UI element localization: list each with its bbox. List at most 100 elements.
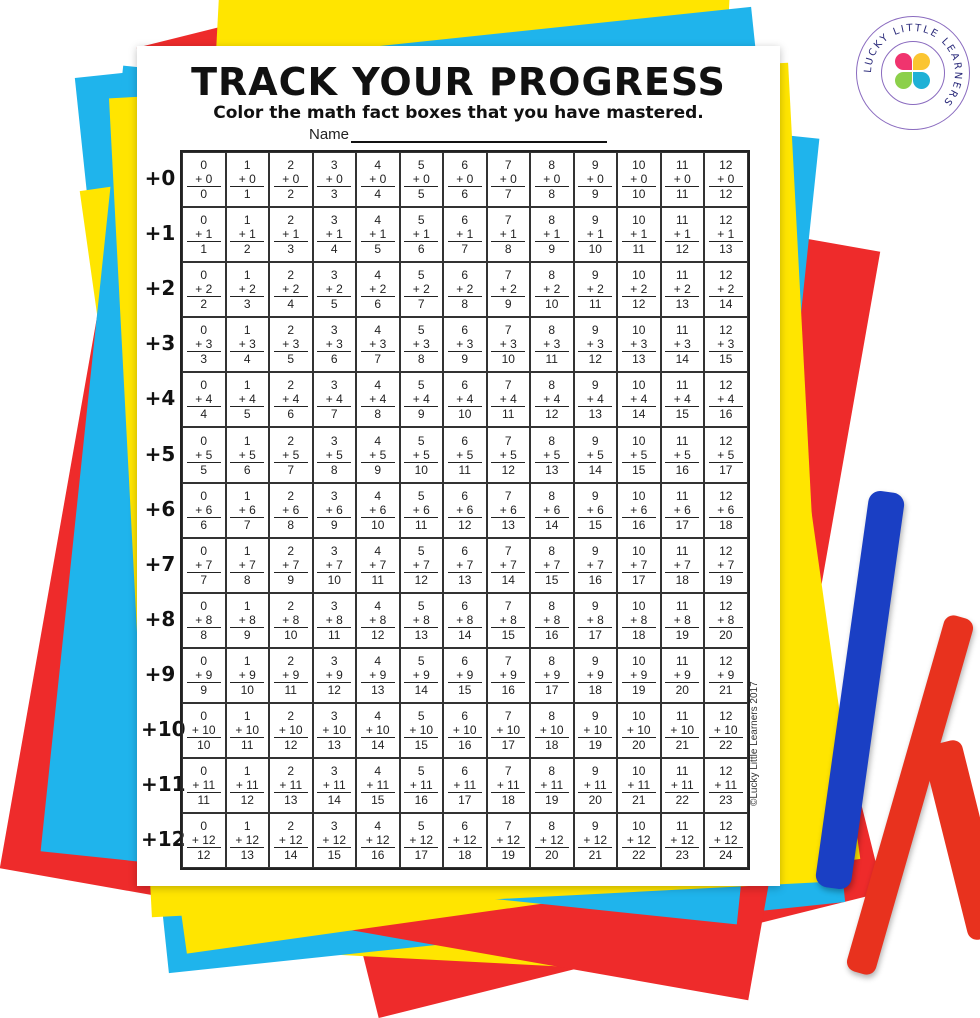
math-fact-box[interactable]: 10 + 8 18 bbox=[617, 592, 661, 648]
math-fact-box[interactable]: 10 + 4 14 bbox=[617, 372, 661, 428]
math-fact-box[interactable]: 9 + 1 10 bbox=[573, 207, 617, 263]
math-fact-box[interactable]: 11 + 4 15 bbox=[660, 372, 704, 428]
math-fact-box[interactable]: 9 + 9 18 bbox=[573, 647, 617, 703]
math-fact-box[interactable]: 6 + 10 16 bbox=[443, 702, 487, 759]
math-fact-box[interactable]: 1 + 11 12 bbox=[225, 758, 269, 814]
math-fact-box[interactable]: 12 + 3 15 bbox=[704, 317, 748, 373]
math-fact-box[interactable]: 12 + 5 17 bbox=[704, 427, 748, 483]
math-fact-box[interactable]: 10 + 10 20 bbox=[617, 702, 661, 759]
math-fact-box[interactable]: 10 + 6 16 bbox=[617, 482, 661, 538]
math-fact-box[interactable]: 6 + 6 12 bbox=[443, 482, 487, 538]
math-fact-box[interactable]: 6 + 7 13 bbox=[443, 537, 487, 593]
math-fact-box[interactable]: 3 + 10 13 bbox=[312, 702, 356, 759]
math-fact-box[interactable]: 9 + 7 16 bbox=[573, 537, 617, 593]
math-fact-box[interactable]: 5 + 7 12 bbox=[399, 537, 443, 593]
math-fact-box[interactable]: 10 + 7 17 bbox=[617, 537, 661, 593]
math-fact-box[interactable]: 5 + 5 10 bbox=[399, 427, 443, 483]
math-fact-box[interactable]: 2 + 11 13 bbox=[269, 758, 313, 814]
math-fact-box[interactable]: 3 + 11 14 bbox=[312, 758, 356, 814]
math-fact-box[interactable]: 12 + 9 21 bbox=[704, 647, 748, 703]
math-fact-box[interactable]: 8 + 2 10 bbox=[530, 262, 574, 318]
math-fact-box[interactable]: 7 + 7 14 bbox=[486, 537, 530, 593]
math-fact-box[interactable]: 11 + 2 13 bbox=[660, 262, 704, 318]
math-fact-box[interactable]: 8 + 12 20 bbox=[530, 813, 574, 869]
math-fact-box[interactable]: 11 + 7 18 bbox=[660, 537, 704, 593]
math-fact-box[interactable]: 10 + 1 11 bbox=[617, 207, 661, 263]
math-fact-box[interactable]: 0 + 10 10 bbox=[182, 702, 226, 759]
math-fact-box[interactable]: 9 + 6 15 bbox=[573, 482, 617, 538]
math-fact-box[interactable]: 11 + 0 11 bbox=[660, 152, 704, 208]
math-fact-box[interactable]: 4 + 9 13 bbox=[356, 647, 400, 703]
math-fact-box[interactable]: 12 + 12 24 bbox=[704, 813, 748, 869]
math-fact-box[interactable]: 9 + 11 20 bbox=[573, 758, 617, 814]
math-fact-box[interactable]: 3 + 9 12 bbox=[312, 647, 356, 703]
math-fact-box[interactable]: 10 + 3 13 bbox=[617, 317, 661, 373]
math-fact-box[interactable]: 12 + 6 18 bbox=[704, 482, 748, 538]
math-fact-box[interactable]: 9 + 2 11 bbox=[573, 262, 617, 318]
math-fact-box[interactable]: 5 + 11 16 bbox=[399, 758, 443, 814]
math-fact-box[interactable]: 4 + 8 12 bbox=[356, 592, 400, 648]
math-fact-box[interactable]: 11 + 9 20 bbox=[660, 647, 704, 703]
math-fact-box[interactable]: 8 + 4 12 bbox=[530, 372, 574, 428]
math-fact-box[interactable]: 11 + 12 23 bbox=[660, 813, 704, 869]
math-fact-box[interactable]: 5 + 8 13 bbox=[399, 592, 443, 648]
math-fact-box[interactable]: 5 + 10 15 bbox=[399, 702, 443, 759]
math-fact-box[interactable]: 7 + 5 12 bbox=[486, 427, 530, 483]
math-fact-box[interactable]: 9 + 4 13 bbox=[573, 372, 617, 428]
math-fact-box[interactable]: 12 + 11 23 bbox=[704, 758, 748, 814]
math-fact-box[interactable]: 11 + 10 21 bbox=[660, 702, 704, 759]
math-fact-box[interactable]: 4 + 12 16 bbox=[356, 813, 400, 869]
math-fact-box[interactable]: 9 + 8 17 bbox=[573, 592, 617, 648]
math-fact-box[interactable]: 10 + 0 10 bbox=[617, 152, 661, 208]
math-fact-box[interactable]: 5 + 6 11 bbox=[399, 482, 443, 538]
math-fact-box[interactable]: 10 + 12 22 bbox=[617, 813, 661, 869]
math-fact-box[interactable]: 8 + 5 13 bbox=[530, 427, 574, 483]
math-fact-box[interactable]: 10 + 9 19 bbox=[617, 647, 661, 703]
math-fact-box[interactable]: 11 + 8 19 bbox=[660, 592, 704, 648]
math-fact-box[interactable]: 7 + 9 16 bbox=[486, 647, 530, 703]
math-fact-box[interactable]: 8 + 11 19 bbox=[530, 758, 574, 814]
math-fact-box[interactable]: 7 + 3 10 bbox=[486, 317, 530, 373]
math-fact-box[interactable]: 6 + 8 14 bbox=[443, 592, 487, 648]
math-fact-box[interactable]: 9 + 10 19 bbox=[573, 702, 617, 759]
math-fact-box[interactable]: 6 + 12 18 bbox=[443, 813, 487, 869]
math-fact-box[interactable]: 4 + 6 10 bbox=[356, 482, 400, 538]
math-fact-box[interactable]: 7 + 4 11 bbox=[486, 372, 530, 428]
math-fact-box[interactable]: 11 + 1 12 bbox=[660, 207, 704, 263]
math-fact-box[interactable]: 6 + 5 11 bbox=[443, 427, 487, 483]
math-fact-box[interactable]: 8 + 9 17 bbox=[530, 647, 574, 703]
math-fact-box[interactable]: 2 + 8 10 bbox=[269, 592, 313, 648]
